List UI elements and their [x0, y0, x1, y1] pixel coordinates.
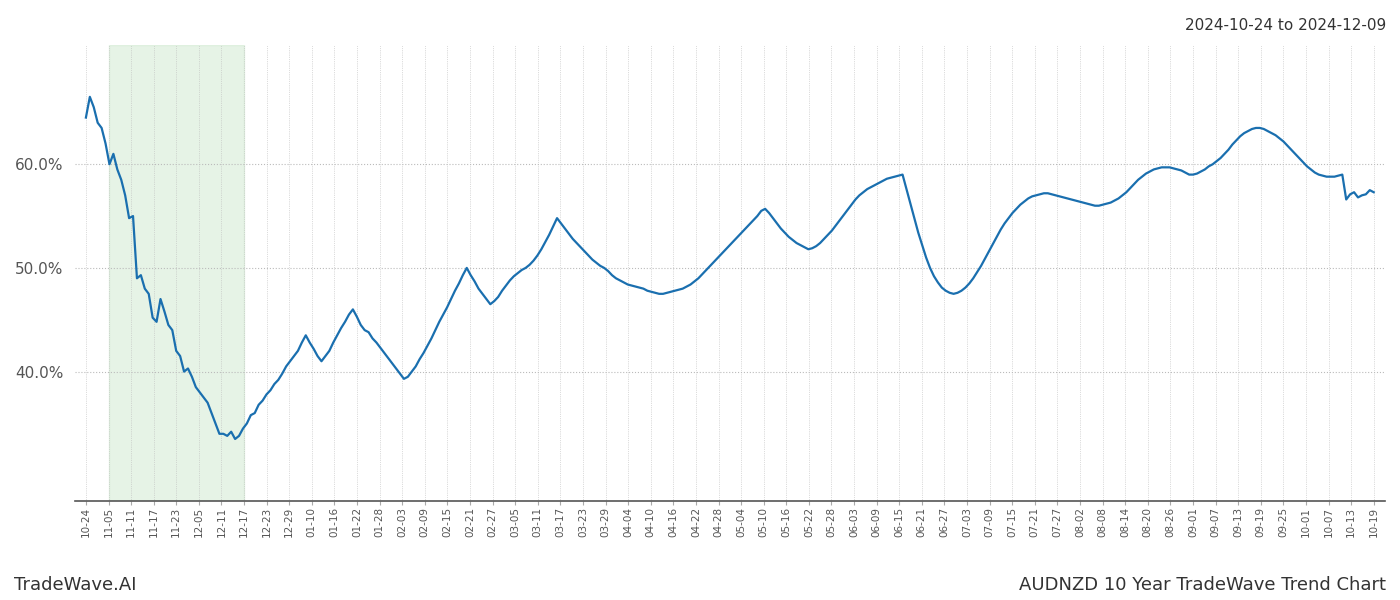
Text: TradeWave.AI: TradeWave.AI	[14, 576, 137, 594]
Text: 2024-10-24 to 2024-12-09: 2024-10-24 to 2024-12-09	[1184, 18, 1386, 33]
Text: AUDNZD 10 Year TradeWave Trend Chart: AUDNZD 10 Year TradeWave Trend Chart	[1019, 576, 1386, 594]
Bar	[109, 45, 244, 501]
